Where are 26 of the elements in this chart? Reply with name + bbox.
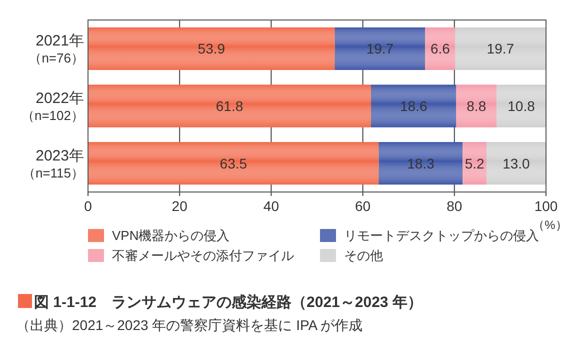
- text: （出典）2021～2023 年の警察庁資料を基に IPA が作成: [16, 317, 363, 333]
- data-label: 19.7: [486, 40, 514, 57]
- legend-label: VPN機器からの侵入: [112, 228, 230, 243]
- category-label: 2022年（n=102）: [21, 90, 84, 123]
- data-label: 53.9: [198, 40, 226, 57]
- text: 図 1-1-12 ランサムウェアの感染経路（2021～2023 年）: [34, 293, 422, 311]
- category-label: 2023年（n=115）: [22, 147, 84, 180]
- x-tick-label: 80: [446, 198, 462, 214]
- data-label: 19.7: [366, 40, 394, 57]
- x-tick-label: 60: [355, 198, 371, 214]
- data-label: 18.3: [407, 155, 435, 172]
- x-tick-label: 40: [263, 198, 280, 214]
- x-tick-label: 100: [534, 198, 558, 214]
- data-label: 8.8: [466, 98, 486, 114]
- data-label: 63.5: [220, 155, 248, 172]
- category-label: 2021年（n=76）: [28, 32, 84, 66]
- data-label: 13.0: [502, 155, 530, 172]
- data-label: 61.8: [216, 98, 244, 114]
- x-tick-label: 0: [84, 198, 92, 214]
- legend-label: その他: [344, 248, 383, 263]
- data-label: 10.8: [508, 98, 536, 114]
- x-tick-label: 20: [172, 198, 188, 214]
- legend-label: 不審メールやその添付ファイル: [112, 248, 294, 263]
- data-label: 6.6: [430, 40, 450, 57]
- data-label: 18.6: [400, 98, 428, 114]
- data-label: 5.2: [464, 155, 484, 172]
